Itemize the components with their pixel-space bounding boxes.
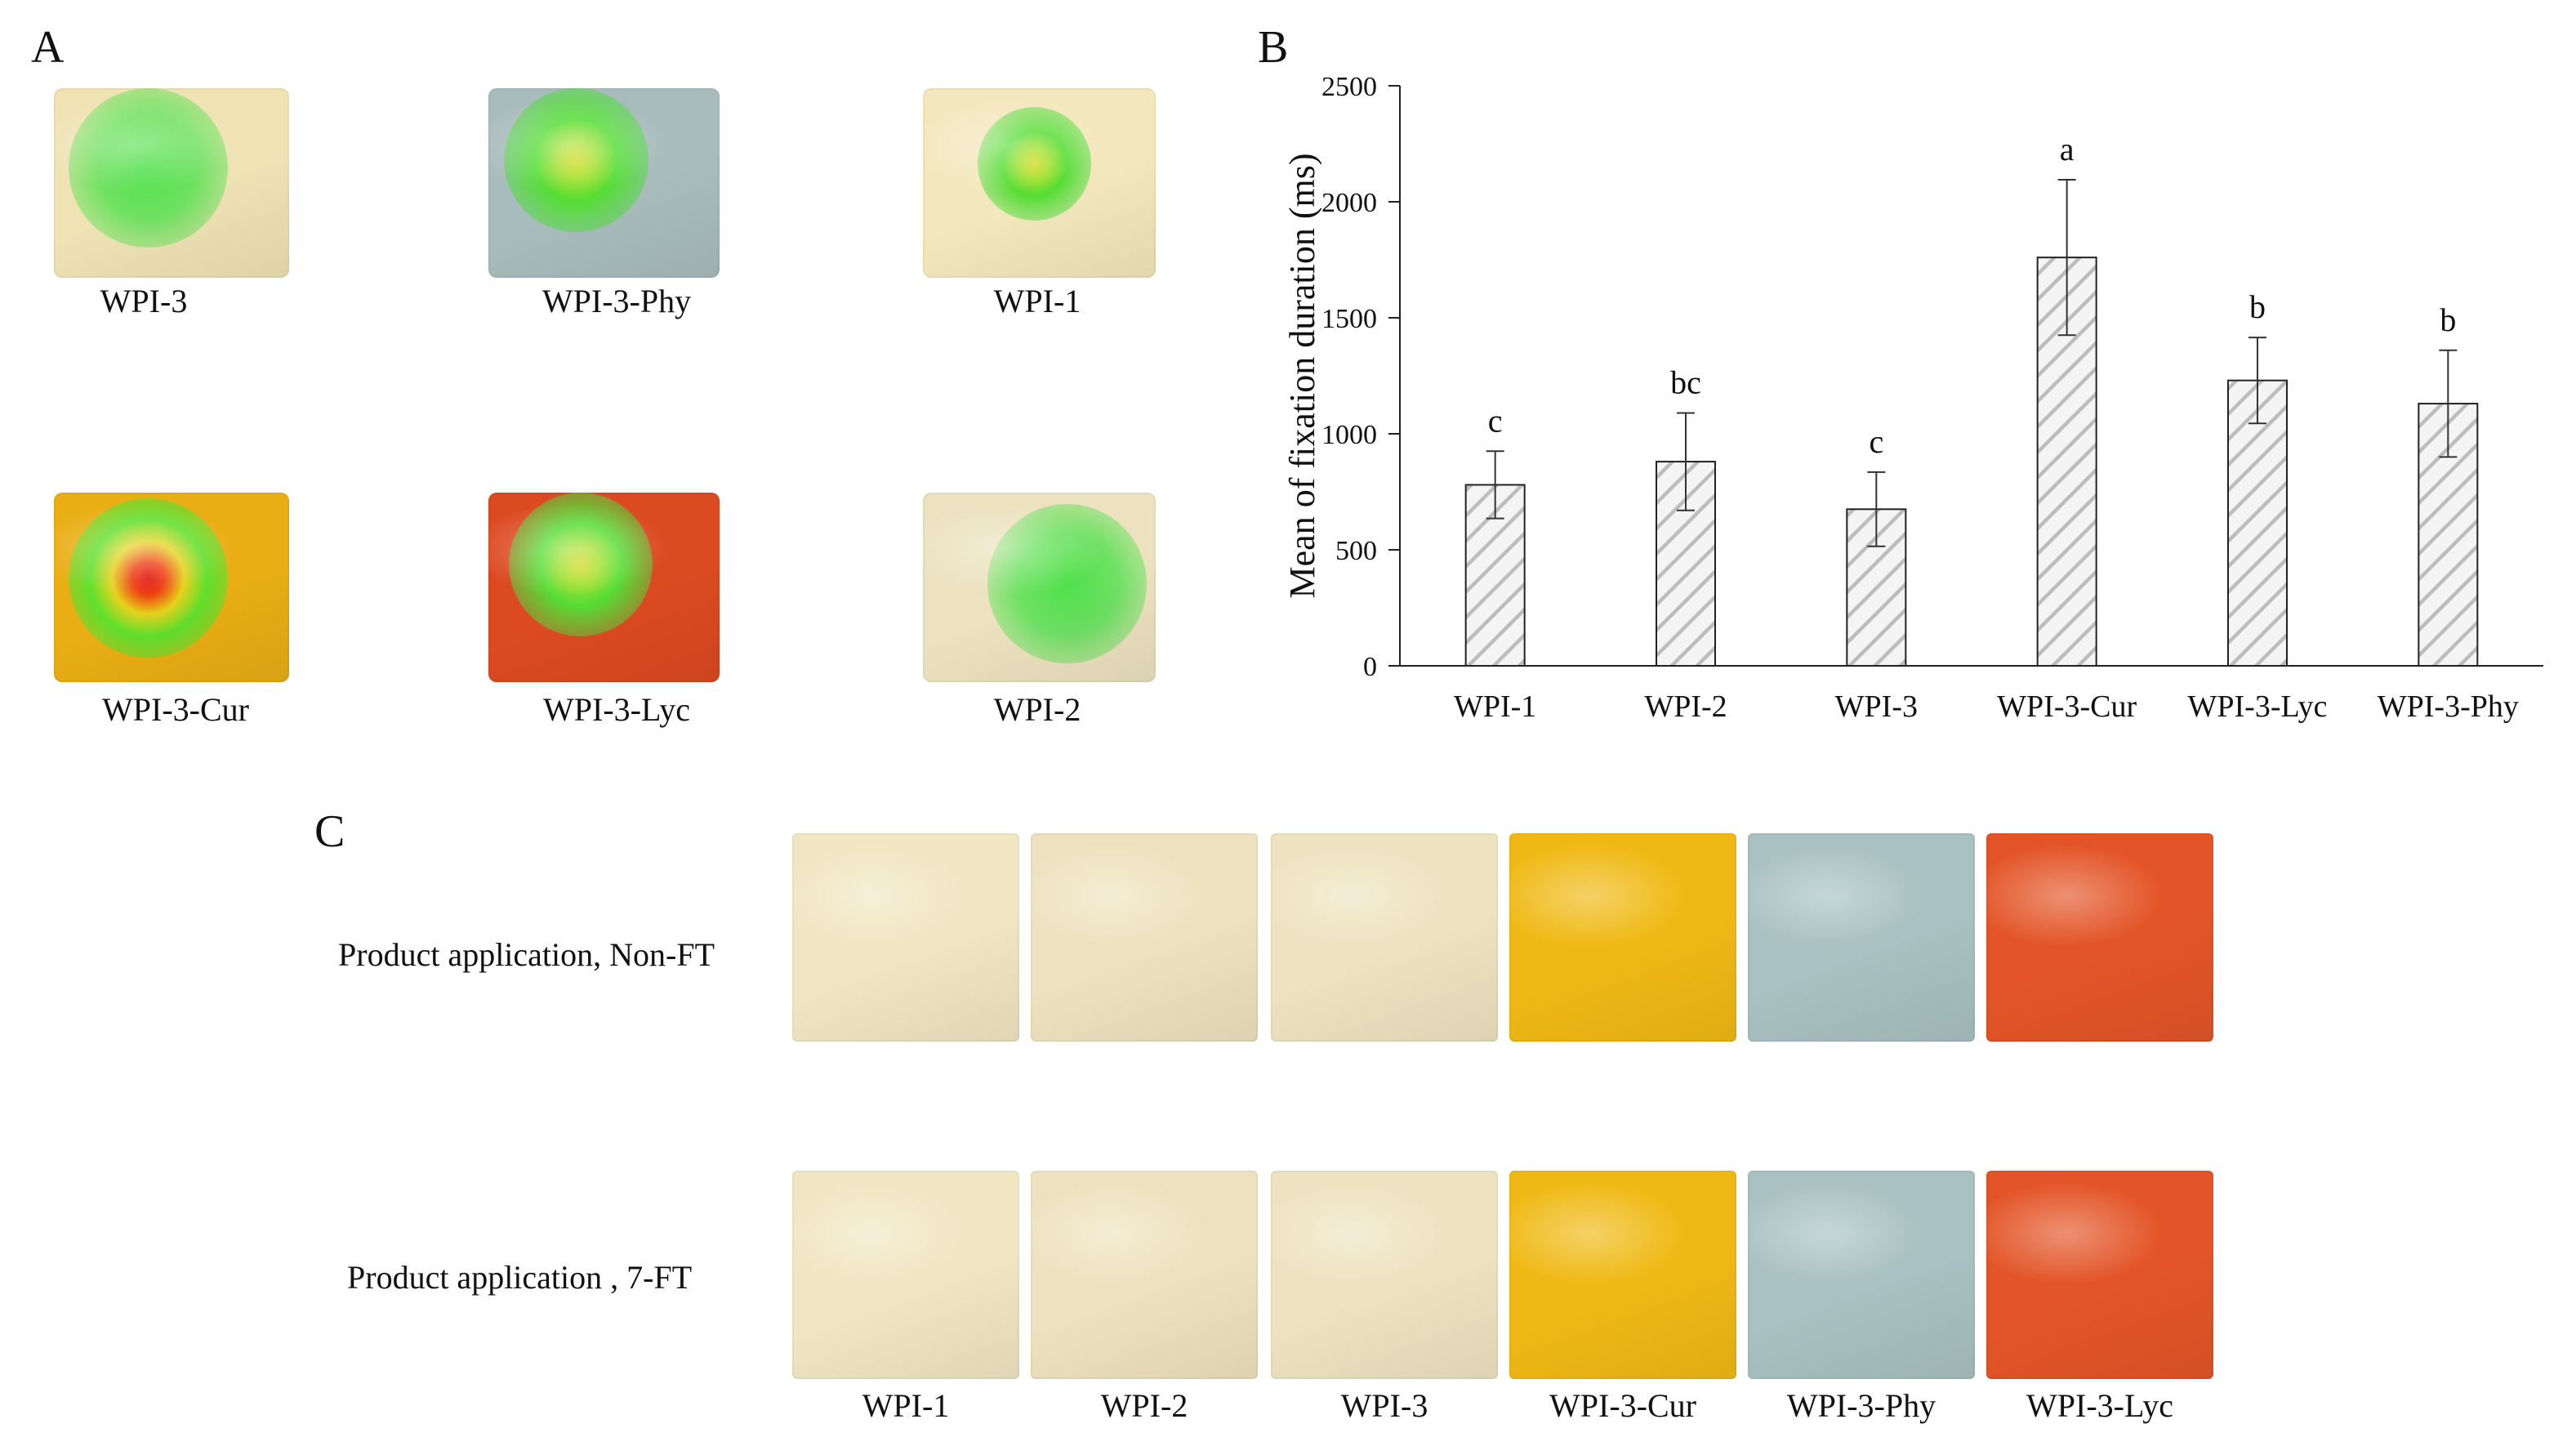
y-tick-label: 1000 bbox=[1321, 420, 1377, 450]
pouch-sheen bbox=[792, 1171, 1019, 1379]
product-photo-wpi-3-7-ft bbox=[1271, 1171, 1498, 1379]
y-tick-label: 1500 bbox=[1321, 304, 1377, 334]
product-column-label: WPI-3-Cur bbox=[1549, 1387, 1696, 1424]
product-photo-wpi-2-7-ft bbox=[1031, 1171, 1258, 1379]
product-photo-wpi-2-non-ft bbox=[1031, 833, 1258, 1042]
significance-letter: b bbox=[2249, 288, 2266, 325]
product-column-label: WPI-3-Phy bbox=[1786, 1387, 1936, 1424]
panel-a-letter: A bbox=[31, 22, 65, 73]
pouch-sheen bbox=[792, 833, 1019, 1042]
pouch-sheen bbox=[54, 88, 289, 278]
heatmap-caption: WPI-3-Phy bbox=[541, 283, 692, 319]
y-tick-label: 2500 bbox=[1321, 72, 1377, 102]
panel-b-letter: B bbox=[1258, 22, 1289, 73]
heat-spot bbox=[68, 498, 228, 658]
heatmap-caption: WPI-3 bbox=[100, 283, 188, 319]
heat-spot bbox=[504, 88, 648, 233]
pouch-sheen bbox=[1748, 833, 1975, 1042]
heatmap-caption: WPI-2 bbox=[993, 691, 1081, 728]
product-photo-wpi-3-cur-7-ft bbox=[1509, 1171, 1736, 1379]
product-photo-wpi-3-phy-non-ft bbox=[1748, 833, 1975, 1042]
product-photo-wpi-3-non-ft bbox=[1271, 833, 1498, 1042]
pouch-sheen bbox=[1031, 833, 1258, 1042]
heat-spot bbox=[978, 107, 1092, 221]
heatmap-pouch-wpi-1 bbox=[923, 88, 1156, 278]
y-axis-title: Mean of fixation duration (ms) bbox=[1282, 154, 1322, 599]
y-tick-label: 2000 bbox=[1321, 188, 1377, 218]
pouch-sheen bbox=[1986, 1171, 2213, 1379]
pouch-sheen bbox=[488, 88, 720, 278]
y-tick-label: 500 bbox=[1335, 536, 1377, 566]
heatmap-caption: WPI-1 bbox=[993, 283, 1081, 319]
significance-letter: c bbox=[1488, 402, 1503, 439]
heatmap-caption: WPI-3-Lyc bbox=[543, 691, 690, 728]
product-photo-wpi-1-non-ft bbox=[792, 833, 1019, 1042]
product-column-label: WPI-3 bbox=[1340, 1387, 1428, 1424]
pouch-sheen bbox=[1509, 833, 1736, 1042]
significance-letter: c bbox=[1869, 423, 1883, 460]
bar-wpi-3-lyc bbox=[2227, 379, 2288, 667]
product-photo-wpi-3-cur-non-ft bbox=[1509, 833, 1736, 1042]
fixation-duration-bar-chart: 0 500 1000 1500 2000 2500 Mean of fixation dur… bbox=[1282, 72, 2543, 724]
heatmap-pouch-wpi-3 bbox=[54, 88, 289, 278]
x-tick-label: WPI-3-Phy bbox=[2378, 690, 2519, 724]
heatmap-pouch-wpi-3-lyc bbox=[488, 493, 720, 682]
product-photo-wpi-3-lyc-7-ft bbox=[1986, 1171, 2213, 1379]
pouch-sheen bbox=[54, 493, 289, 682]
x-tick-label: WPI-3-Lyc bbox=[2188, 690, 2328, 724]
heatmap-pouch-wpi-3-phy bbox=[488, 88, 720, 278]
heatmap-caption: WPI-3-Cur bbox=[102, 691, 249, 728]
heat-spot bbox=[987, 503, 1148, 663]
pouch-sheen bbox=[1748, 1171, 1975, 1379]
significance-letter: bc bbox=[1670, 364, 1701, 400]
product-photo-wpi-3-lyc-non-ft bbox=[1986, 833, 2213, 1042]
panel-c-letter: C bbox=[314, 806, 345, 857]
product-column-label: WPI-2 bbox=[1100, 1387, 1188, 1424]
heat-spot bbox=[509, 493, 653, 637]
pouch-sheen bbox=[1986, 833, 2213, 1042]
significance-letter: b bbox=[2440, 301, 2456, 338]
pouch-sheen bbox=[1031, 1171, 1258, 1379]
row-label-non-ft: Product application, Non-FT bbox=[338, 936, 715, 973]
x-tick-label: WPI-1 bbox=[1454, 690, 1536, 724]
pouch-sheen bbox=[1509, 1171, 1736, 1379]
y-tick-label: 0 bbox=[1363, 652, 1377, 682]
x-tick-label: WPI-2 bbox=[1644, 690, 1727, 724]
product-photo-wpi-3-phy-7-ft bbox=[1748, 1171, 1975, 1379]
pouch-sheen bbox=[488, 493, 720, 682]
row-label-7-ft: Product application , 7-FT bbox=[347, 1259, 693, 1296]
heat-spot bbox=[68, 88, 228, 248]
x-tick-label: WPI-3-Cur bbox=[1997, 690, 2137, 724]
product-column-label: WPI-3-Lyc bbox=[2026, 1387, 2173, 1424]
product-column-label: WPI-1 bbox=[862, 1387, 950, 1424]
product-photo-wpi-1-7-ft bbox=[792, 1171, 1019, 1379]
pouch-sheen bbox=[1271, 1171, 1498, 1379]
heatmap-pouch-wpi-2 bbox=[923, 493, 1156, 682]
significance-letter: a bbox=[2060, 131, 2075, 167]
pouch-sheen bbox=[1271, 833, 1498, 1042]
heatmap-pouch-wpi-3-cur bbox=[54, 493, 289, 682]
x-tick-label: WPI-3 bbox=[1835, 690, 1918, 724]
pouch-sheen bbox=[923, 88, 1156, 278]
pouch-sheen bbox=[923, 493, 1156, 682]
